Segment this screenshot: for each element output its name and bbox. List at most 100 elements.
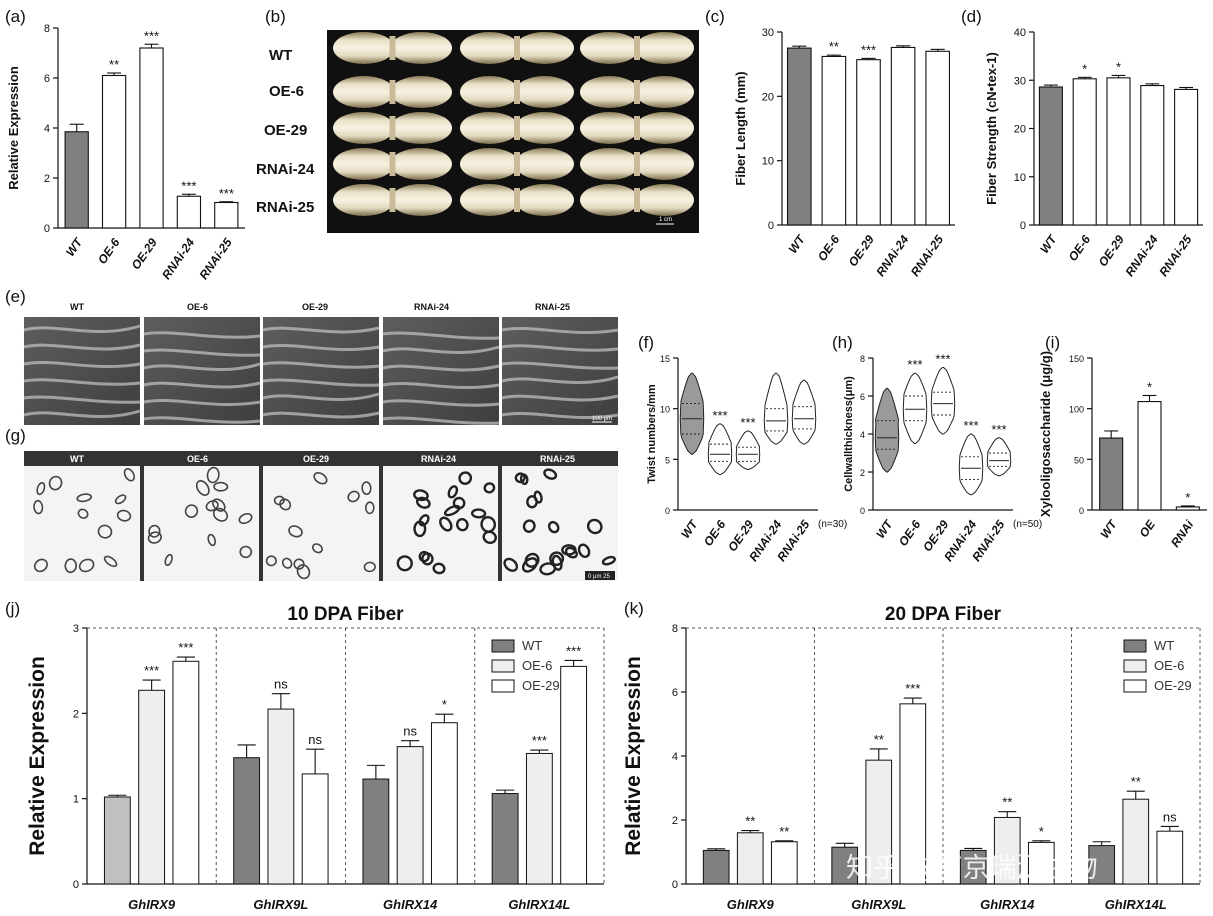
fiber-cross-section — [539, 562, 557, 576]
bar-rnai-24 — [1140, 85, 1165, 226]
sem-panel-1 — [24, 317, 140, 425]
x-category-label: GhIRX14L — [508, 897, 570, 912]
section-divider — [498, 451, 502, 581]
fiber-bundle-right — [635, 184, 694, 216]
fiber-bundle-left — [333, 184, 395, 216]
violin-wt — [874, 387, 900, 473]
bar-wt-ghirx9 — [702, 849, 730, 885]
significance-label: ** — [779, 824, 789, 839]
fiber-bundle-left — [460, 32, 519, 64]
significance-label: * — [1147, 379, 1152, 394]
fiber-cross-section — [238, 512, 253, 525]
section-header-bar — [502, 451, 618, 466]
fiber-bundle-right — [515, 76, 574, 108]
sample-size-note: (n=50) — [1013, 519, 1042, 530]
bar-wt — [786, 47, 812, 226]
bar-oe-6-ghirx14 — [993, 816, 1021, 885]
fiber-cross-section — [239, 545, 253, 559]
photo-line-oe29: OE-29 — [264, 122, 307, 139]
bar-rnai-24 — [176, 195, 202, 229]
fiber-cross-section — [296, 564, 311, 580]
section-scale-label: 0 μm 25 — [588, 574, 610, 580]
fiber-samples — [333, 32, 694, 216]
fiber-cross-section — [439, 516, 453, 532]
seed-center — [514, 152, 520, 176]
fiber-cross-section — [36, 482, 46, 496]
fiber-bundle-left — [333, 32, 395, 64]
fiber-bundle-right — [515, 184, 574, 216]
bar-oe-6-ghirx9l — [267, 708, 295, 885]
bar-oe-29-ghirx9l — [899, 703, 927, 885]
seed-center — [514, 116, 520, 140]
seed-center — [514, 188, 520, 212]
bar-wt-ghirx9l — [233, 757, 261, 885]
significance-label: *** — [861, 42, 876, 57]
fiber-cross-section — [503, 557, 519, 572]
sem-fiber — [262, 411, 380, 419]
section-divider — [259, 451, 263, 581]
fiber-cross-section — [164, 553, 173, 567]
section-header-bar — [24, 451, 140, 466]
fiber-bundle-right — [635, 32, 694, 64]
y-tick-label: 0 — [768, 220, 774, 232]
panel-label-c: (c) — [705, 7, 725, 26]
significance-label: ** — [109, 57, 119, 72]
significance-label: *** — [905, 681, 920, 696]
bar-oe-6-ghirx9l — [865, 759, 893, 885]
y-tick-label: 50 — [1074, 455, 1084, 465]
sem-fiber — [501, 411, 619, 419]
bar-oe-6-ghirx14l — [1122, 798, 1150, 885]
fiber-cross-section — [549, 551, 565, 567]
y-axis-label: Fiber Strength (cN•tex-1) — [984, 52, 999, 205]
bar-oe-6-ghirx14 — [396, 746, 424, 885]
sem-fiber — [23, 324, 141, 333]
sem-fiber — [501, 375, 619, 384]
y-tick-label: 1 — [73, 794, 79, 806]
fiber-cross-section — [288, 525, 303, 538]
legend-swatch-oe-29 — [491, 679, 515, 693]
significance-label: *** — [907, 357, 922, 372]
bar-wt-ghirx9l — [831, 846, 859, 885]
x-category-label: OE-29 — [1096, 232, 1128, 269]
significance-label: ** — [745, 814, 755, 829]
fiber-bundle-right — [390, 148, 452, 180]
sem-fiber — [262, 378, 380, 387]
sem-fiber — [143, 398, 261, 406]
fiber-bundle-left — [580, 112, 639, 144]
sem-fiber — [501, 344, 619, 352]
fiber-cross-section — [313, 472, 328, 485]
y-axis-label: Xylooligosaccharide (μg/g) — [1038, 351, 1053, 517]
section-panel-4 — [383, 451, 499, 581]
y-axis-label: Relative Expression — [622, 656, 645, 856]
fiber-cross-section — [206, 466, 220, 484]
fiber-bundle-left — [333, 76, 395, 108]
x-category-label: WT — [63, 234, 86, 259]
bar-oe-6 — [821, 55, 847, 226]
seed-center — [634, 80, 640, 104]
seed-center — [389, 80, 396, 104]
fiber-bundle-right — [390, 112, 452, 144]
panel-label-d: (d) — [961, 7, 982, 26]
bar-wt — [64, 131, 89, 229]
sem-fiber — [262, 343, 380, 351]
sem-fiber — [23, 378, 141, 386]
y-tick-label: 0 — [665, 506, 670, 516]
significance-label: ns — [274, 677, 288, 692]
sem-fiber — [501, 361, 619, 370]
significance-label: * — [1116, 59, 1121, 74]
section-panel-3 — [263, 451, 379, 581]
fiber-cross-section — [482, 530, 497, 545]
chart-d-fiber-strength: 0 10 20 30 40 Fiber Strength (cN•tex-1) WT * OE-… — [984, 27, 1203, 279]
y-tick-label: 40 — [1014, 27, 1026, 39]
significance-label: * — [442, 697, 447, 712]
violin-oe-29 — [930, 367, 956, 435]
chart-title: 10 DPA Fiber — [287, 604, 404, 625]
violin-oe-6 — [707, 423, 733, 476]
sample-size-note: (n=30) — [818, 519, 847, 530]
fiber-cross-section — [103, 555, 118, 568]
sem-fiber — [262, 326, 380, 334]
fiber-bundle-left — [460, 184, 519, 216]
bar-oe-29-ghirx14l — [560, 665, 588, 885]
significance-label: *** — [566, 643, 581, 658]
photo-scale-label: 1 cm — [659, 217, 672, 223]
